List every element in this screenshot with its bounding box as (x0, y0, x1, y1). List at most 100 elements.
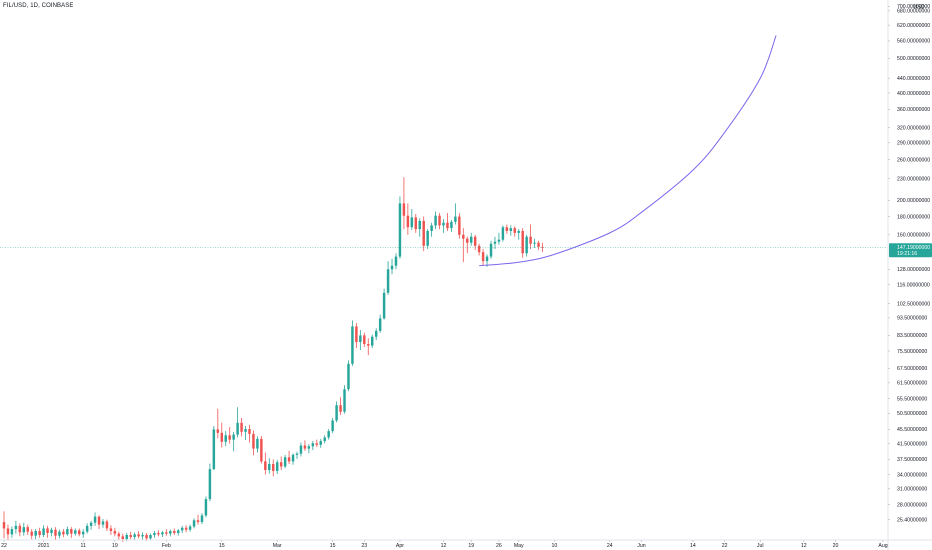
time-tick-label: 20 (833, 543, 839, 549)
candle-body (442, 222, 445, 226)
candle-body (339, 405, 342, 412)
candle-body (117, 533, 121, 537)
candle (180, 525, 184, 533)
candle (374, 328, 378, 341)
candle-body (30, 531, 33, 536)
candle-body (264, 461, 267, 471)
candle-body (105, 521, 109, 529)
candle-body (85, 525, 89, 532)
candle-body (371, 336, 374, 346)
price-tick-label: 116.00000000 (897, 282, 930, 288)
price-tick-label: 34.00000000 (897, 472, 927, 478)
candle (501, 225, 505, 242)
candle-body (462, 234, 465, 239)
candle (327, 429, 330, 440)
candle-body (394, 256, 398, 266)
candle (204, 496, 208, 518)
candle (279, 456, 283, 471)
candle (216, 408, 220, 439)
time-tick-label: Feb (162, 543, 171, 549)
candle-body (157, 532, 160, 535)
time-tick-label: 19 (112, 543, 118, 549)
candle-body (248, 429, 251, 434)
candle-body (192, 520, 196, 527)
candle-body (505, 227, 509, 231)
current-price-tag: 147.19000000 19:21:16 (889, 243, 932, 258)
symbol-title: FIL/USD, 1D, COINBASE (3, 3, 74, 9)
candle-body (161, 532, 164, 535)
candle-body (426, 230, 429, 246)
candle (184, 525, 188, 533)
candle-body (232, 434, 235, 440)
candle (212, 426, 216, 471)
candle (347, 360, 350, 392)
candle (18, 523, 22, 537)
candle (244, 426, 247, 440)
candle (117, 531, 121, 541)
candle (382, 288, 386, 320)
candle-body (541, 246, 544, 248)
time-axis[interactable]: 22 2021 11 19 Feb 15 Mar 15 23 Apr 12 19 26 May 10 24 Ju… (1, 540, 888, 549)
candle-body (382, 292, 386, 319)
time-tick-label: 23 (361, 543, 367, 549)
candle (260, 436, 263, 464)
candle (46, 525, 49, 538)
candle (208, 463, 212, 502)
candle (537, 240, 540, 251)
candle (272, 459, 275, 477)
candle-body (149, 535, 152, 539)
candle (525, 234, 528, 257)
candle-body (184, 527, 188, 530)
candle (283, 454, 287, 469)
candle (252, 430, 255, 456)
candle-body (272, 463, 275, 471)
candle-body (497, 239, 501, 242)
candle (62, 529, 65, 538)
candle-body (2, 522, 6, 529)
candle (351, 320, 354, 366)
candle (513, 226, 516, 237)
candle-body (109, 528, 113, 532)
time-tick-label: May (514, 543, 524, 549)
time-tick-label: 10 (551, 543, 557, 549)
candle-body (81, 531, 85, 535)
candle-body (113, 531, 117, 534)
candle-body (153, 532, 156, 535)
time-tick-label: 24 (607, 543, 613, 549)
candle (430, 222, 433, 237)
candle-body (236, 422, 239, 435)
candle (26, 524, 29, 535)
time-tick-label: 12 (801, 543, 807, 549)
candle-series (2, 177, 544, 542)
candle-body (145, 535, 148, 539)
candle (422, 216, 425, 252)
price-tick-label: 75.50000000 (897, 349, 927, 355)
time-tick-label: Jun (637, 543, 645, 549)
candle (454, 203, 457, 225)
candle-body (74, 530, 77, 534)
candle-body (335, 405, 338, 421)
candle (295, 451, 299, 459)
candle (188, 524, 192, 532)
candle (105, 519, 109, 532)
candle (343, 385, 346, 414)
candle (248, 425, 251, 443)
candle-body (537, 242, 540, 247)
price-tick-label: 200.00000000 (897, 198, 930, 204)
candle-body (311, 443, 315, 447)
candle-body (70, 529, 73, 534)
candle-body (398, 203, 402, 257)
candle (414, 214, 418, 233)
projection-curve[interactable] (479, 35, 777, 267)
time-tick-label: Mar (273, 543, 282, 549)
price-tick-label: 28.00000000 (897, 502, 927, 508)
candle (149, 533, 152, 540)
candle (367, 338, 370, 356)
candle-body (299, 445, 303, 454)
time-tick-label: 15 (219, 543, 225, 549)
candle-body (129, 535, 132, 538)
candle-body (62, 531, 65, 535)
candle (42, 525, 45, 538)
